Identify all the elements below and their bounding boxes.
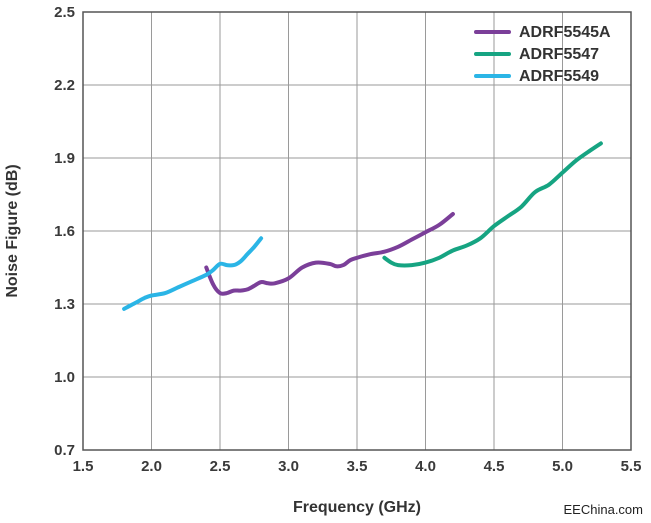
- y-tick-label: 0.7: [54, 442, 75, 459]
- x-tick-label: 2.5: [210, 458, 231, 475]
- y-tick-label: 2.2: [54, 77, 75, 94]
- tick-labels: 1.5 2.0 2.5 3.0 3.5 4.0 4.5 5.0 5.5 0.7 1.0 1.3 1.6 1…: [54, 4, 641, 475]
- x-tick-label: 5.5: [621, 458, 642, 475]
- series-line-adrf5545a: [204, 212, 455, 296]
- y-tick-label: 1.3: [54, 296, 75, 313]
- plot-frame: [82, 11, 632, 451]
- watermark: EEChina.com: [564, 502, 643, 517]
- legend: ADRF5545A ADRF5547 ADRF5549: [474, 24, 611, 85]
- series-lines: [122, 141, 603, 311]
- y-tick-label: 2.5: [54, 4, 75, 21]
- x-tick-label: 4.5: [484, 458, 505, 475]
- series-line-adrf5549: [122, 236, 264, 311]
- y-axis-title: Noise Figure (dB): [4, 164, 21, 297]
- y-tick-label: 1.6: [54, 223, 75, 240]
- y-tick-label: 1.9: [54, 150, 75, 167]
- x-tick-label: 3.5: [347, 458, 368, 475]
- x-tick-label: 5.0: [552, 458, 573, 475]
- y-tick-label: 1.0: [54, 369, 75, 386]
- legend-label-adrf5545a: ADRF5545A: [519, 24, 611, 41]
- legend-label-adrf5549: ADRF5549: [519, 68, 599, 85]
- x-tick-label: 1.5: [73, 458, 94, 475]
- x-tick-label: 3.0: [278, 458, 299, 475]
- series-line-adrf5547: [382, 141, 603, 268]
- x-tick-label: 4.0: [415, 458, 436, 475]
- legend-label-adrf5547: ADRF5547: [519, 46, 599, 63]
- x-axis-title: Frequency (GHz): [293, 499, 421, 516]
- x-tick-label: 2.0: [141, 458, 162, 475]
